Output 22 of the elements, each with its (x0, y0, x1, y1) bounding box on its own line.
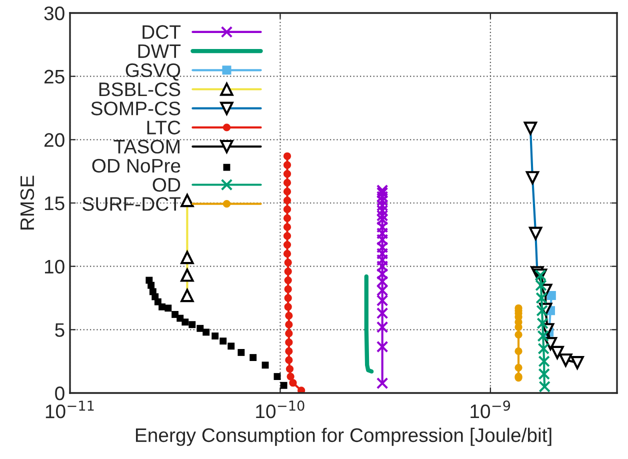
y-tick-label: 0 (55, 386, 64, 400)
legend-label: SOMP-CS (91, 102, 180, 116)
x-tick-label: 10$^{−9}$ (470, 400, 510, 418)
y-axis-title: RMSE (20, 176, 34, 230)
y-tick-label: 30 (44, 6, 64, 20)
y-tick-label: 25 (44, 70, 64, 84)
legend-label: GSVQ (126, 63, 180, 81)
x-axis-title: Energy Consumption for Compression [Joule/bit] (136, 428, 552, 446)
legend-label: TASOM (114, 140, 180, 154)
legend-label: DWT (138, 44, 181, 58)
legend-label: OD (152, 178, 180, 192)
legend-label: OD NoPre (92, 158, 180, 173)
y-tick-label: 15 (44, 196, 64, 210)
y-tick-label: 10 (44, 260, 64, 274)
y-tick-label: 20 (44, 133, 64, 147)
legend-label: LTC (147, 120, 180, 134)
x-tick-label: 10$^{−11}$ (46, 400, 94, 418)
x-tick-label: 10$^{−10}$ (256, 400, 304, 418)
legend-label: DCT (142, 25, 181, 39)
legend-label: SURF-DCT (82, 197, 181, 211)
legend-label: BSBL-CS (99, 82, 180, 96)
y-tick-label: 5 (55, 323, 64, 337)
